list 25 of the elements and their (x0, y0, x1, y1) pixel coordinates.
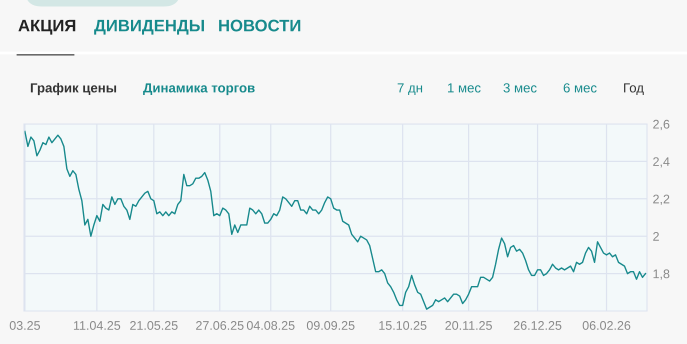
text: ДИВИДЕНДЫ (94, 20, 204, 35)
x-tick-label: 03.25 (10, 321, 40, 330)
x-tick-label: 09.09.25 (306, 321, 355, 330)
x-tick-label: 27.06.25 (196, 321, 244, 330)
x-tick-label: 21.05.25 (130, 321, 178, 330)
x-tick-label: 04.08.25 (246, 321, 295, 330)
x-tick-label: 06.02.26 (582, 321, 630, 330)
text: 1 мес (448, 83, 481, 93)
x-tick-label: 11.04.25 (74, 321, 120, 330)
y-tick-label: 2,6 (653, 120, 670, 130)
x-tick-label: 20.11.25 (445, 321, 492, 330)
text: График цены (30, 82, 116, 96)
text: 3 мес (504, 83, 537, 93)
y-tick-label: 2,4 (653, 157, 670, 168)
x-tick-label: 15.10.25 (379, 321, 426, 330)
x-tick-label: 26.12.25 (514, 321, 562, 330)
y-tick-label: 1,8 (654, 269, 670, 280)
text: АКЦИЯ (18, 20, 76, 35)
text: 6 мес (564, 83, 597, 93)
y-tick-label: 2 (653, 232, 659, 241)
text: Динамика торгов (143, 83, 255, 96)
text: 7 дн (398, 83, 422, 96)
text: Год (624, 83, 644, 96)
text: НОВОСТИ (219, 20, 300, 32)
y-tick-label: 2,2 (653, 194, 670, 205)
